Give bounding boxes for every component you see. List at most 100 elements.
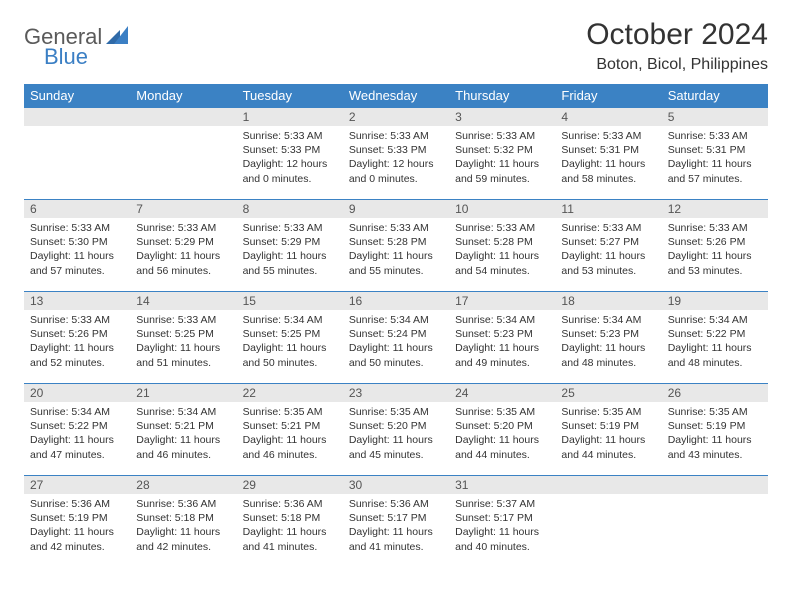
sunrise-line: Sunrise: 5:35 AM [349,405,443,419]
day-header: Thursday [449,84,555,108]
calendar-cell: 23Sunrise: 5:35 AMSunset: 5:20 PMDayligh… [343,384,449,476]
sunset-line: Sunset: 5:23 PM [455,327,549,341]
day-body: Sunrise: 5:33 AMSunset: 5:27 PMDaylight:… [555,218,661,284]
sunrise-line: Sunrise: 5:34 AM [136,405,230,419]
location-text: Boton, Bicol, Philippines [586,56,768,74]
sunrise-line: Sunrise: 5:33 AM [349,221,443,235]
calendar-cell: 22Sunrise: 5:35 AMSunset: 5:21 PMDayligh… [237,384,343,476]
daylight-line: Daylight: 11 hours and 46 minutes. [243,433,337,461]
daylight-line: Daylight: 11 hours and 58 minutes. [561,157,655,185]
calendar-cell: 28Sunrise: 5:36 AMSunset: 5:18 PMDayligh… [130,476,236,568]
day-header: Sunday [24,84,130,108]
sunrise-line: Sunrise: 5:36 AM [30,497,124,511]
sunset-line: Sunset: 5:28 PM [349,235,443,249]
calendar-cell: 20Sunrise: 5:34 AMSunset: 5:22 PMDayligh… [24,384,130,476]
daylight-line: Daylight: 11 hours and 42 minutes. [30,525,124,553]
calendar-cell: 26Sunrise: 5:35 AMSunset: 5:19 PMDayligh… [662,384,768,476]
day-header: Wednesday [343,84,449,108]
sunrise-line: Sunrise: 5:34 AM [668,313,762,327]
daylight-line: Daylight: 11 hours and 49 minutes. [455,341,549,369]
sunset-line: Sunset: 5:17 PM [349,511,443,525]
daylight-line: Daylight: 11 hours and 52 minutes. [30,341,124,369]
calendar-cell: 18Sunrise: 5:34 AMSunset: 5:23 PMDayligh… [555,292,661,384]
day-body: Sunrise: 5:33 AMSunset: 5:31 PMDaylight:… [662,126,768,192]
day-number: 1 [237,108,343,126]
day-number: 17 [449,292,555,310]
day-body: Sunrise: 5:33 AMSunset: 5:26 PMDaylight:… [24,310,130,376]
sunset-line: Sunset: 5:20 PM [455,419,549,433]
daylight-line: Daylight: 12 hours and 0 minutes. [349,157,443,185]
calendar-cell: 9Sunrise: 5:33 AMSunset: 5:28 PMDaylight… [343,200,449,292]
sunrise-line: Sunrise: 5:35 AM [561,405,655,419]
title-block: October 2024 Boton, Bicol, Philippines [586,18,768,74]
day-number: 3 [449,108,555,126]
day-body: Sunrise: 5:33 AMSunset: 5:31 PMDaylight:… [555,126,661,192]
calendar-row: 13Sunrise: 5:33 AMSunset: 5:26 PMDayligh… [24,292,768,384]
day-number: 27 [24,476,130,494]
day-body: Sunrise: 5:36 AMSunset: 5:18 PMDaylight:… [130,494,236,560]
sunset-line: Sunset: 5:27 PM [561,235,655,249]
day-number: 12 [662,200,768,218]
sunset-line: Sunset: 5:25 PM [136,327,230,341]
day-header: Tuesday [237,84,343,108]
day-body: Sunrise: 5:35 AMSunset: 5:20 PMDaylight:… [343,402,449,468]
day-body: Sunrise: 5:34 AMSunset: 5:21 PMDaylight:… [130,402,236,468]
day-number: 28 [130,476,236,494]
calendar-cell: 1Sunrise: 5:33 AMSunset: 5:33 PMDaylight… [237,108,343,200]
sunrise-line: Sunrise: 5:33 AM [668,221,762,235]
day-number: 26 [662,384,768,402]
calendar-cell: 17Sunrise: 5:34 AMSunset: 5:23 PMDayligh… [449,292,555,384]
calendar-cell: 13Sunrise: 5:33 AMSunset: 5:26 PMDayligh… [24,292,130,384]
sunrise-line: Sunrise: 5:34 AM [243,313,337,327]
day-body: Sunrise: 5:35 AMSunset: 5:19 PMDaylight:… [555,402,661,468]
calendar-cell: 25Sunrise: 5:35 AMSunset: 5:19 PMDayligh… [555,384,661,476]
sunrise-line: Sunrise: 5:33 AM [349,129,443,143]
calendar-table: SundayMondayTuesdayWednesdayThursdayFrid… [24,84,768,568]
sunrise-line: Sunrise: 5:36 AM [243,497,337,511]
day-number: 7 [130,200,236,218]
sunset-line: Sunset: 5:31 PM [668,143,762,157]
sunrise-line: Sunrise: 5:34 AM [561,313,655,327]
day-number: 13 [24,292,130,310]
sunset-line: Sunset: 5:31 PM [561,143,655,157]
daylight-line: Daylight: 11 hours and 53 minutes. [561,249,655,277]
sunrise-line: Sunrise: 5:33 AM [136,221,230,235]
daylight-line: Daylight: 11 hours and 42 minutes. [136,525,230,553]
day-body: Sunrise: 5:36 AMSunset: 5:19 PMDaylight:… [24,494,130,560]
sunrise-line: Sunrise: 5:33 AM [455,221,549,235]
day-body: Sunrise: 5:34 AMSunset: 5:23 PMDaylight:… [449,310,555,376]
calendar-row: 27Sunrise: 5:36 AMSunset: 5:19 PMDayligh… [24,476,768,568]
logo-mark-icon [106,26,128,49]
calendar-row: 6Sunrise: 5:33 AMSunset: 5:30 PMDaylight… [24,200,768,292]
sunset-line: Sunset: 5:21 PM [136,419,230,433]
calendar-head: SundayMondayTuesdayWednesdayThursdayFrid… [24,84,768,108]
sunrise-line: Sunrise: 5:33 AM [243,129,337,143]
sunset-line: Sunset: 5:29 PM [136,235,230,249]
day-number: 29 [237,476,343,494]
day-number: 9 [343,200,449,218]
calendar-cell: 12Sunrise: 5:33 AMSunset: 5:26 PMDayligh… [662,200,768,292]
sunset-line: Sunset: 5:25 PM [243,327,337,341]
daylight-line: Daylight: 11 hours and 47 minutes. [30,433,124,461]
sunrise-line: Sunrise: 5:33 AM [30,221,124,235]
day-number: 8 [237,200,343,218]
sunrise-line: Sunrise: 5:35 AM [243,405,337,419]
sunrise-line: Sunrise: 5:33 AM [30,313,124,327]
sunset-line: Sunset: 5:32 PM [455,143,549,157]
day-number: 6 [24,200,130,218]
calendar-cell: 31Sunrise: 5:37 AMSunset: 5:17 PMDayligh… [449,476,555,568]
sunset-line: Sunset: 5:19 PM [30,511,124,525]
sunset-line: Sunset: 5:18 PM [243,511,337,525]
daylight-line: Daylight: 11 hours and 55 minutes. [243,249,337,277]
calendar-cell: 30Sunrise: 5:36 AMSunset: 5:17 PMDayligh… [343,476,449,568]
sunset-line: Sunset: 5:21 PM [243,419,337,433]
calendar-cell-empty [24,108,130,200]
day-body: Sunrise: 5:34 AMSunset: 5:25 PMDaylight:… [237,310,343,376]
sunset-line: Sunset: 5:26 PM [30,327,124,341]
day-number-empty [662,476,768,494]
calendar-cell-empty [555,476,661,568]
calendar-cell: 15Sunrise: 5:34 AMSunset: 5:25 PMDayligh… [237,292,343,384]
day-number: 2 [343,108,449,126]
daylight-line: Daylight: 11 hours and 41 minutes. [349,525,443,553]
daylight-line: Daylight: 11 hours and 53 minutes. [668,249,762,277]
